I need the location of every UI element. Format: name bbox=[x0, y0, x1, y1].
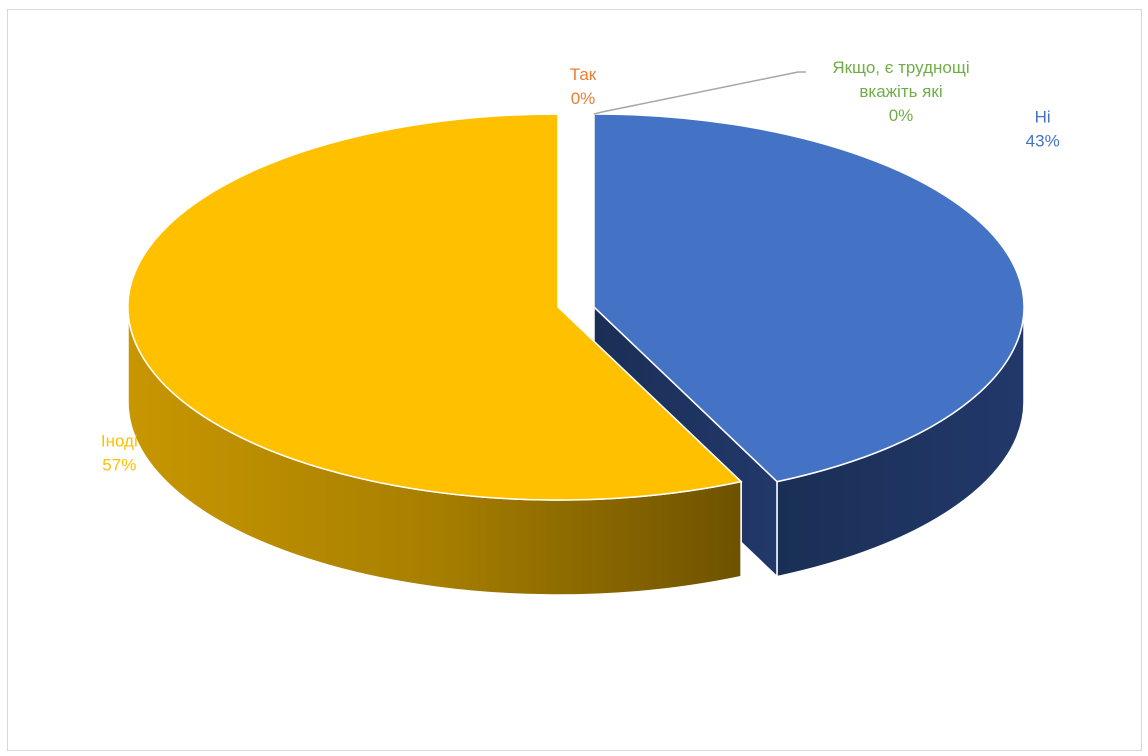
data-label-ні: Ні 43% bbox=[1026, 108, 1060, 151]
data-label-так: Так 0% bbox=[570, 65, 597, 108]
pie-chart: Так 0% Ні 43% Іноді 57% Якщо, є труднощі вкажіт… bbox=[101, 58, 1060, 596]
leader-line-якщо-є-труднощі-вкажіть-які bbox=[593, 71, 806, 115]
pie-slices bbox=[127, 113, 1025, 596]
data-labels: Так 0% Ні 43% Іноді 57% Якщо, є труднощі вкажіт… bbox=[101, 58, 1060, 474]
data-label-якщо-є-труднощі-вкажіть-які: Якщо, є труднощі вкажіть які 0% bbox=[832, 58, 969, 125]
slice-ні bbox=[593, 113, 1025, 483]
slice-іноді bbox=[127, 113, 743, 501]
leader-lines bbox=[593, 71, 806, 115]
data-label-іноді: Іноді 57% bbox=[101, 431, 138, 474]
chart-area: Так 0% Ні 43% Іноді 57% Якщо, є труднощі вкажіт… bbox=[7, 9, 1142, 751]
